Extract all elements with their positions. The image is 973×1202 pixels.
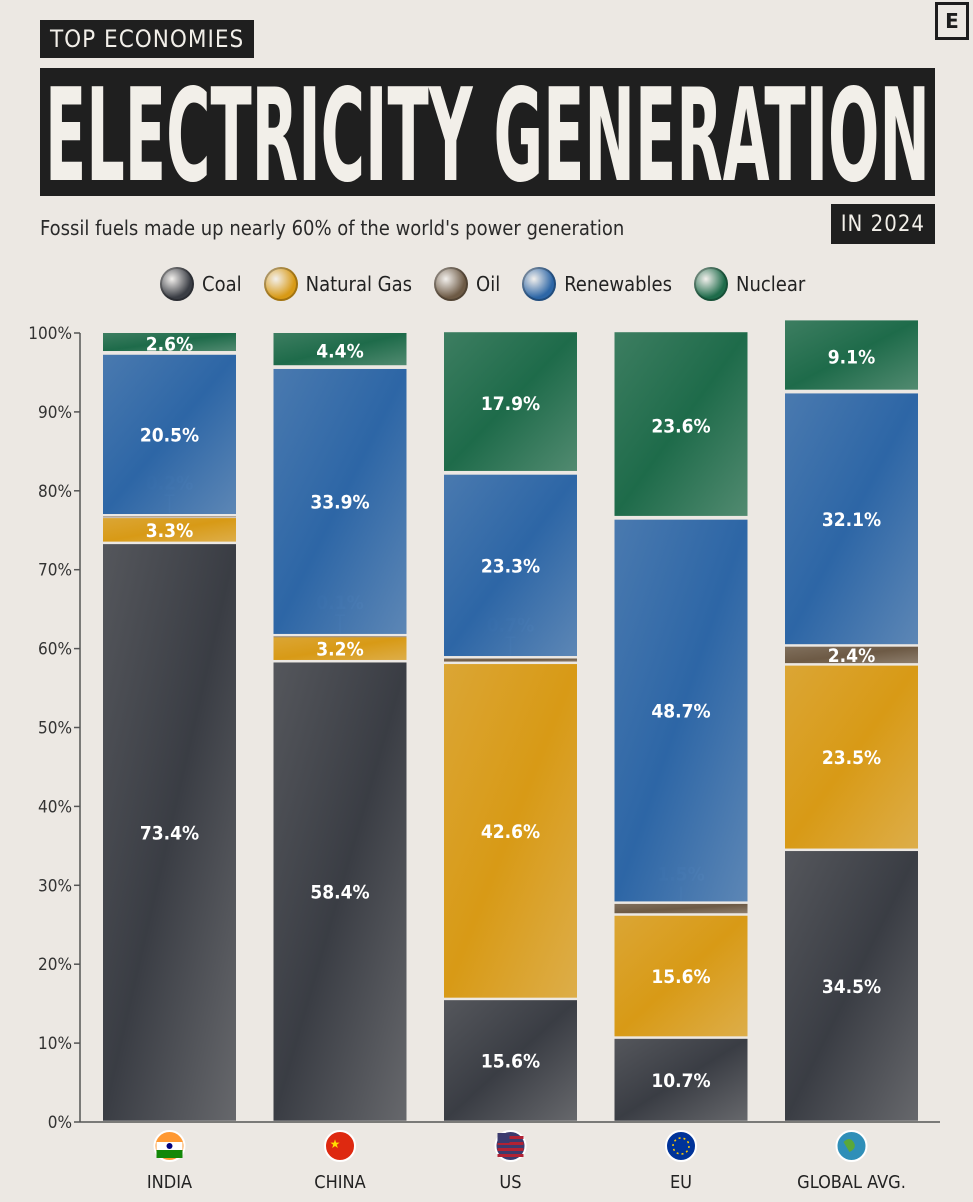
flag-stripe (497, 1154, 524, 1157)
y-tick-label: 100% (28, 324, 72, 344)
legend-label: Renewables (564, 272, 672, 296)
data-label: 2.6% (146, 333, 193, 355)
y-tick-label: 10% (38, 1034, 72, 1054)
bar-segment-natural-gas (103, 518, 236, 542)
bar-segment-nuclear (444, 332, 577, 471)
data-label: 9.1% (828, 346, 875, 368)
y-tick-label: 80% (38, 482, 72, 502)
bar-segment-oil (785, 646, 918, 664)
flag-stars (672, 1137, 690, 1155)
bar-segment-renewables (785, 393, 918, 645)
category-label: INDIA (147, 1172, 192, 1193)
legend-label: Nuclear (735, 272, 806, 296)
category-label: EU (670, 1172, 692, 1193)
data-label: 3.3% (146, 520, 193, 542)
bar-segment-coal (103, 544, 236, 1121)
bar-segment-oil (273, 636, 407, 638)
subtitle: Fossil fuels made up nearly 60% of the w… (40, 216, 625, 240)
flag-stripe (497, 1148, 524, 1151)
legend: Coal Natural Gas Oil Renewables Nuclear (160, 264, 805, 304)
y-tick-label: 40% (38, 797, 72, 817)
year-tag: IN 2024 (830, 204, 935, 244)
data-label: 73.4% (140, 822, 199, 844)
data-label: 58.4% (310, 882, 369, 904)
bar-segment-coal (614, 1038, 748, 1121)
legend-item-renewables: Renewables (522, 267, 672, 301)
oil-icon (434, 267, 469, 301)
bar-segment-coal (444, 1000, 577, 1121)
coal-icon (160, 267, 194, 301)
bar-segment-natural-gas (614, 915, 748, 1037)
bar-segment-nuclear (273, 333, 407, 366)
bar-segment-oil (103, 516, 236, 518)
page-title: ELECTRICITY GENERATION (45, 68, 930, 196)
china-flag-icon (324, 1130, 356, 1162)
flag-stripe (156, 1150, 183, 1158)
y-tick-label: 50% (38, 719, 72, 739)
data-label: 15.6% (651, 966, 710, 988)
legend-item-natural-gas: Natural Gas (263, 267, 413, 301)
data-label: 20.5% (140, 424, 199, 446)
data-label: 23.5% (822, 747, 881, 769)
data-label: 48.7% (651, 701, 710, 723)
legend-item-oil: Oil (434, 267, 500, 301)
legend-label: Oil (476, 272, 501, 296)
data-label: 32.1% (822, 509, 881, 531)
bar-segment-nuclear (103, 333, 236, 352)
data-label: 4.4% (316, 340, 363, 362)
category-label: GLOBAL AVG. (797, 1172, 906, 1193)
kicker-label: TOP ECONOMIES (40, 20, 255, 58)
natural-gas-icon (263, 267, 298, 301)
legend-label: Coal (202, 272, 242, 296)
legend-label: Natural Gas (305, 272, 413, 296)
data-label: 3.2% (316, 639, 363, 661)
bar-segment-renewables (614, 519, 748, 902)
y-tick-label: 70% (38, 561, 72, 581)
flag-stripe (497, 1142, 524, 1145)
category-label: US (499, 1172, 521, 1193)
eu-flag-icon (665, 1130, 697, 1162)
data-label: 2.4% (828, 645, 875, 667)
bar-segment-coal (785, 851, 918, 1121)
flag-stripe (497, 1136, 524, 1139)
bar-segment-coal (273, 662, 407, 1121)
y-tick-label: 0% (48, 1113, 72, 1133)
bar-segment-oil (614, 903, 748, 914)
legend-item-coal: Coal (160, 267, 242, 301)
category-label: CHINA (314, 1172, 365, 1193)
data-label: 34.5% (822, 976, 881, 998)
data-label: 23.3% (481, 555, 540, 577)
legend-item-nuclear: Nuclear (693, 267, 806, 301)
globe-land (843, 1139, 855, 1152)
data-label: 15.6% (481, 1050, 540, 1072)
flag-canton (497, 1133, 510, 1143)
bar-segment-nuclear (614, 332, 748, 516)
bar-segment-natural-gas (273, 637, 407, 660)
data-label: 42.6% (481, 821, 540, 843)
data-label: 23.6% (651, 415, 710, 437)
renewables-icon (522, 267, 557, 301)
bar-segment-renewables (444, 474, 577, 657)
data-label: 17.9% (481, 393, 540, 415)
bar-segment-oil (444, 658, 577, 662)
y-tick-label: 60% (38, 640, 72, 660)
y-tick-label: 20% (38, 955, 72, 975)
bar-segment-natural-gas (785, 665, 918, 849)
bar-segment-natural-gas (444, 664, 577, 998)
data-label: 33.9% (310, 491, 369, 513)
bar-segment-nuclear (785, 320, 918, 390)
y-tick-label: 30% (38, 876, 72, 896)
flag-emblem (166, 1143, 173, 1149)
nuclear-icon (693, 267, 728, 301)
brand-logo: E (935, 2, 969, 40)
bar-segment-renewables (103, 354, 236, 515)
flag-star: ★ (330, 1137, 341, 1151)
data-label: 10.7% (651, 1070, 710, 1092)
y-tick-label: 90% (38, 403, 72, 423)
bar-segment-renewables (273, 368, 407, 634)
title-band: ELECTRICITY GENERATION (40, 68, 935, 196)
